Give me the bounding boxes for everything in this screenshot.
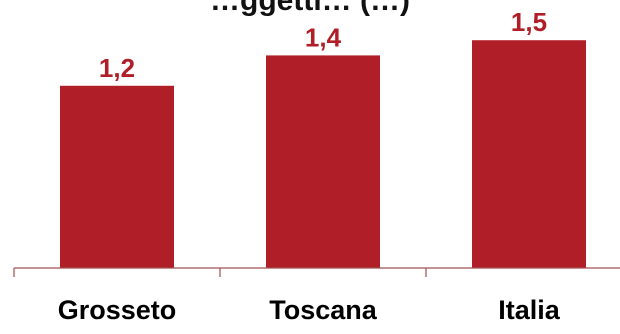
bar-italia — [472, 40, 586, 268]
value-label-toscana: 1,4 — [305, 22, 342, 52]
category-label-italia: Italia — [498, 295, 561, 325]
bar-toscana — [266, 55, 380, 268]
chart-title: …ggetti… (…) — [210, 0, 410, 17]
value-label-italia: 1,5 — [511, 7, 547, 37]
category-label-grosseto: Grosseto — [58, 295, 177, 325]
value-label-grosseto: 1,2 — [99, 53, 135, 83]
category-label-toscana: Toscana — [269, 295, 378, 325]
bar-grosseto — [60, 85, 174, 269]
